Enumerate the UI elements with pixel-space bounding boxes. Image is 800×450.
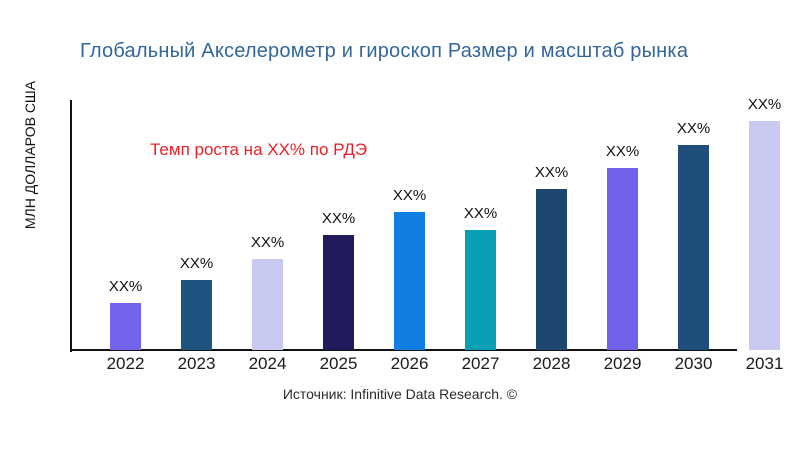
bar-slot: XX% bbox=[729, 96, 800, 350]
x-tick-label: 2024 bbox=[248, 354, 287, 373]
y-axis-title: МЛН ДОЛЛАРОВ США bbox=[22, 80, 38, 230]
x-tick-label: 2027 bbox=[461, 354, 500, 373]
x-tick-label: 2025 bbox=[319, 354, 358, 373]
bar-2031 bbox=[749, 121, 780, 350]
x-tick-label: 2029 bbox=[603, 354, 642, 373]
x-tick-label: 2030 bbox=[674, 354, 713, 373]
bar-value-label: XX% bbox=[676, 120, 711, 137]
bar-value-label: XX% bbox=[179, 255, 214, 272]
growth-rate-annotation: Темп роста на XX% по РДЭ bbox=[150, 140, 368, 159]
bar-2028 bbox=[536, 189, 567, 350]
y-axis-line bbox=[70, 100, 72, 352]
bars-row: XX% XX% XX% XX% XX% XX% XX% XX% XX% XX% bbox=[90, 96, 800, 350]
bar-value-label: XX% bbox=[463, 205, 498, 222]
bar-slot: XX% bbox=[445, 100, 516, 350]
bar-value-label: XX% bbox=[250, 234, 285, 251]
bar-value-label: XX% bbox=[605, 143, 640, 160]
bar-value-label: XX% bbox=[108, 278, 143, 295]
bar-slot: XX% bbox=[516, 100, 587, 350]
chart-title: Глобальный Акселерометр и гироскоп Разме… bbox=[80, 40, 689, 62]
x-tick-label: 2026 bbox=[390, 354, 429, 373]
x-tick-label: 2031 bbox=[745, 354, 784, 373]
source-credit: Источник: Infinitive Data Research. © bbox=[282, 386, 518, 402]
bar-value-label: XX% bbox=[321, 210, 356, 227]
x-tick-label: 2023 bbox=[177, 354, 216, 373]
bar-2027 bbox=[465, 230, 496, 350]
bar-value-label: XX% bbox=[747, 96, 782, 113]
bar-value-label: XX% bbox=[534, 164, 569, 181]
plot-area: Темп роста на XX% по РДЭ XX% XX% XX% XX% XX%… bbox=[70, 96, 785, 352]
bar-2029 bbox=[607, 168, 638, 350]
x-axis-ticks: 2022 2023 2024 2025 2026 2027 2028 2029 2030 2031 bbox=[90, 354, 800, 374]
bar-2025 bbox=[323, 235, 354, 350]
bar-slot: XX% bbox=[161, 100, 232, 350]
bar-slot: XX% bbox=[90, 100, 161, 350]
x-tick-label: 2028 bbox=[532, 354, 571, 373]
bar-2023 bbox=[181, 280, 212, 350]
bar-slot: XX% bbox=[303, 100, 374, 350]
bar-slot: XX% bbox=[232, 100, 303, 350]
bar-slot: XX% bbox=[658, 100, 729, 350]
x-tick-label: 2022 bbox=[106, 354, 145, 373]
bar-value-label: XX% bbox=[392, 187, 427, 204]
bar-2026 bbox=[394, 212, 425, 350]
bar-slot: XX% bbox=[587, 100, 658, 350]
bar-2024 bbox=[252, 259, 283, 350]
bar-2022 bbox=[110, 303, 141, 350]
bar-slot: XX% bbox=[374, 100, 445, 350]
bar-2030 bbox=[678, 145, 709, 350]
x-axis-line bbox=[70, 349, 737, 351]
